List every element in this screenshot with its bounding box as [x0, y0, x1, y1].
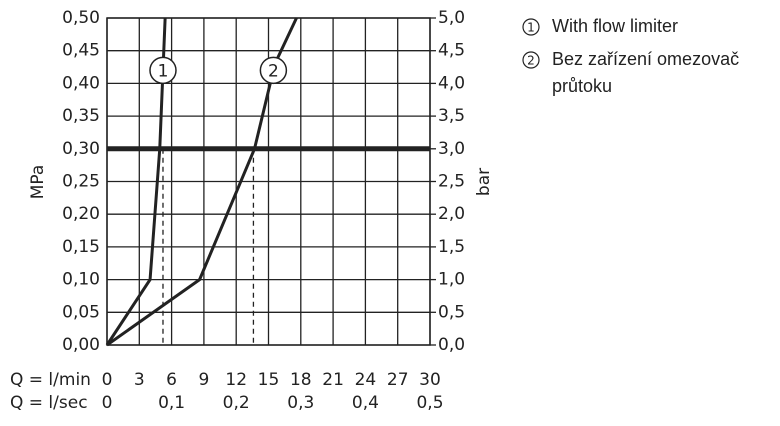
y-axis-label: MPa: [28, 165, 48, 200]
x-tick-label: 30: [419, 370, 441, 390]
x-tick-label: 15: [258, 370, 280, 390]
x2-axis-label: Q = l/sec: [10, 393, 88, 413]
y2-tick-label: 1,5: [438, 237, 465, 257]
x-tick-label: 27: [387, 370, 409, 390]
x-tick-label: 3: [134, 370, 145, 390]
x2-tick-label: 0,4: [352, 393, 379, 413]
y-tick-label: 0,25: [62, 172, 100, 192]
y2-tick-label: 2,0: [438, 204, 465, 224]
y-tick-label: 0,15: [62, 237, 100, 257]
y-tick-label: 0,45: [62, 41, 100, 61]
y2-axis-label: bar: [474, 168, 494, 196]
y-tick-label: 0,50: [62, 8, 100, 28]
x2-tick-label: 0,5: [416, 393, 443, 413]
y2-tick-label: 1,0: [438, 270, 465, 290]
y2-tick-label: 4,5: [438, 41, 465, 61]
y2-tick-label: 2,5: [438, 172, 465, 192]
y-tick-label: 0,10: [62, 270, 100, 290]
y-tick-label: 0,40: [62, 73, 100, 93]
x-tick-label: 24: [355, 370, 377, 390]
series-marker: [259, 56, 288, 85]
legend-label-line: průtoku: [552, 76, 612, 96]
x-tick-label: 21: [322, 370, 344, 390]
y2-tick-label: 4,0: [438, 73, 465, 93]
y2-tick-label: 0,0: [438, 335, 465, 355]
x-tick-label: 9: [198, 370, 209, 390]
y-tick-label: 0,20: [62, 204, 100, 224]
y2-tick-label: 3,0: [438, 139, 465, 159]
legend-marker-label: 2: [527, 54, 535, 68]
legend-marker: [522, 18, 540, 36]
x2-tick-label: 0,1: [158, 393, 185, 413]
x-axis-label: Q = l/min: [10, 370, 91, 390]
legend-label: Bez zařízení omezovač průtoku: [552, 49, 739, 96]
y-tick-label: 0,00: [62, 335, 100, 355]
series-marker: [149, 56, 177, 85]
x-tick-label: 12: [225, 370, 247, 390]
series-marker-label: 1: [158, 61, 169, 81]
x-tick-label: 0: [102, 370, 113, 390]
data-line: [106, 17, 298, 347]
y2-tick-label: 5,0: [438, 8, 465, 28]
y2-tick-label: 0,5: [438, 302, 465, 322]
legend-marker-label: 1: [527, 21, 535, 35]
y-tick-label: 0,30: [62, 139, 100, 159]
y2-tick-label: 3,5: [438, 106, 465, 126]
x2-tick-label: 0,3: [287, 393, 314, 413]
legend-label-line: With flow limiter: [552, 16, 678, 36]
y-tick-label: 0,35: [62, 106, 100, 126]
x2-tick-label: 0: [102, 393, 113, 413]
legend-label: With flow limiter: [552, 16, 678, 36]
x2-tick-label: 0,2: [223, 393, 250, 413]
legend-marker: [522, 51, 540, 69]
plot-frame: [106, 17, 431, 346]
series-marker-label: 2: [268, 61, 279, 81]
x-tick-label: 6: [166, 370, 177, 390]
y-tick-label: 0,05: [62, 302, 100, 322]
x-tick-label: 18: [290, 370, 312, 390]
legend-label-line: Bez zařízení omezovač: [552, 49, 739, 69]
